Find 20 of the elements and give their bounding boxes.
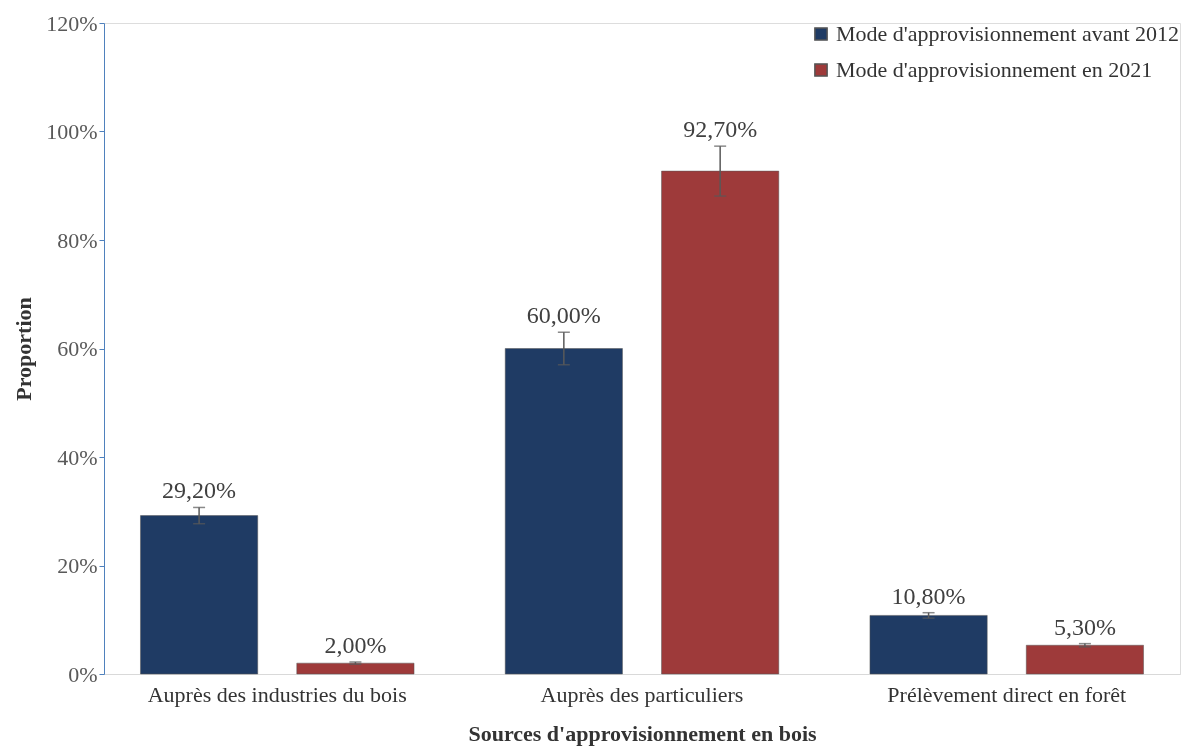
data-label: 5,30%: [1053, 613, 1116, 640]
y-tick-label: 120%: [46, 10, 98, 36]
y-tick-label: 40%: [57, 444, 98, 470]
x-tick-label: Auprès des industries du bois: [147, 681, 407, 707]
y-tick-label: 60%: [57, 336, 98, 361]
x-tick-label: Auprès des particuliers: [540, 681, 744, 707]
x-tick-label: Prélèvement direct en forêt: [887, 681, 1127, 707]
y-axis-title: Proportion: [11, 297, 37, 401]
data-label: 2,00%: [324, 632, 387, 659]
x-axis-title: Sources d'approvisionnement en bois: [468, 720, 818, 746]
data-label: 60,00%: [526, 302, 601, 329]
y-tick-label: 100%: [46, 119, 98, 144]
data-label: 10,80%: [891, 582, 966, 609]
data-label: 92,70%: [683, 116, 758, 143]
y-tick-label: 0%: [68, 661, 98, 687]
y-tick-label: 80%: [57, 227, 98, 253]
legend-label: Mode d'approvisionnement en 2021: [836, 57, 1153, 82]
y-tick-label: 20%: [57, 553, 98, 578]
legend-label: Mode d'approvisionnement avant 2012: [836, 21, 1180, 46]
data-label: 29,20%: [162, 477, 237, 504]
